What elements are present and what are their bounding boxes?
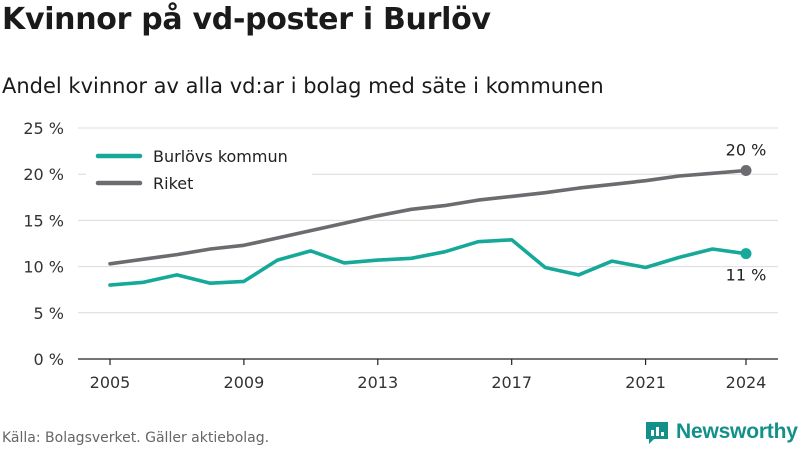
x-tick-label: 2021 bbox=[625, 373, 666, 392]
series-line-riket bbox=[108, 168, 748, 266]
y-tick-label: 10 % bbox=[23, 258, 64, 277]
y-tick-label: 25 % bbox=[23, 119, 64, 138]
end-labels: 11 % 20 % bbox=[726, 141, 767, 285]
chart-subtitle: Andel kvinnor av alla vd:ar i bolag med … bbox=[2, 74, 604, 98]
series-end-point-riket bbox=[740, 165, 752, 177]
x-tick-label: 2005 bbox=[90, 373, 131, 392]
brand-logo: Newsworthy bbox=[644, 419, 798, 445]
x-tick-label: 2024 bbox=[726, 373, 767, 392]
end-value-label: 20 % bbox=[726, 141, 767, 160]
newsworthy-logo-icon bbox=[646, 422, 668, 444]
x-tick-label: 2009 bbox=[224, 373, 265, 392]
series-line-burl-vs-kommun bbox=[108, 238, 748, 287]
legend-label: Burlövs kommun bbox=[153, 147, 288, 166]
source-note: Källa: Bolagsverket. Gäller aktiebolag. bbox=[2, 430, 270, 446]
x-tick-label: 2013 bbox=[357, 373, 398, 392]
x-tick-label: 2017 bbox=[491, 373, 532, 392]
legend-background bbox=[86, 142, 312, 200]
y-tick-label: 15 % bbox=[23, 211, 64, 230]
chart-title: Kvinnor på vd-poster i Burlöv bbox=[2, 2, 491, 37]
legend: Burlövs kommun Riket bbox=[86, 142, 312, 200]
y-tick-label: 0 % bbox=[34, 350, 64, 369]
y-tick-label: 5 % bbox=[34, 304, 64, 323]
legend-label: Riket bbox=[153, 174, 193, 193]
series-end-point-burl-vs-kommun bbox=[740, 248, 752, 260]
end-value-label: 11 % bbox=[726, 266, 767, 285]
y-tick-label: 20 % bbox=[23, 165, 64, 184]
brand-name: Newsworthy bbox=[676, 420, 798, 443]
y-axis-ticks: 0 % 5 % 10 % 15 % 20 % 25 % bbox=[23, 119, 64, 369]
series-lines bbox=[108, 165, 752, 287]
x-axis-ticks: 2005 2009 2013 2017 2021 2024 bbox=[90, 359, 767, 392]
